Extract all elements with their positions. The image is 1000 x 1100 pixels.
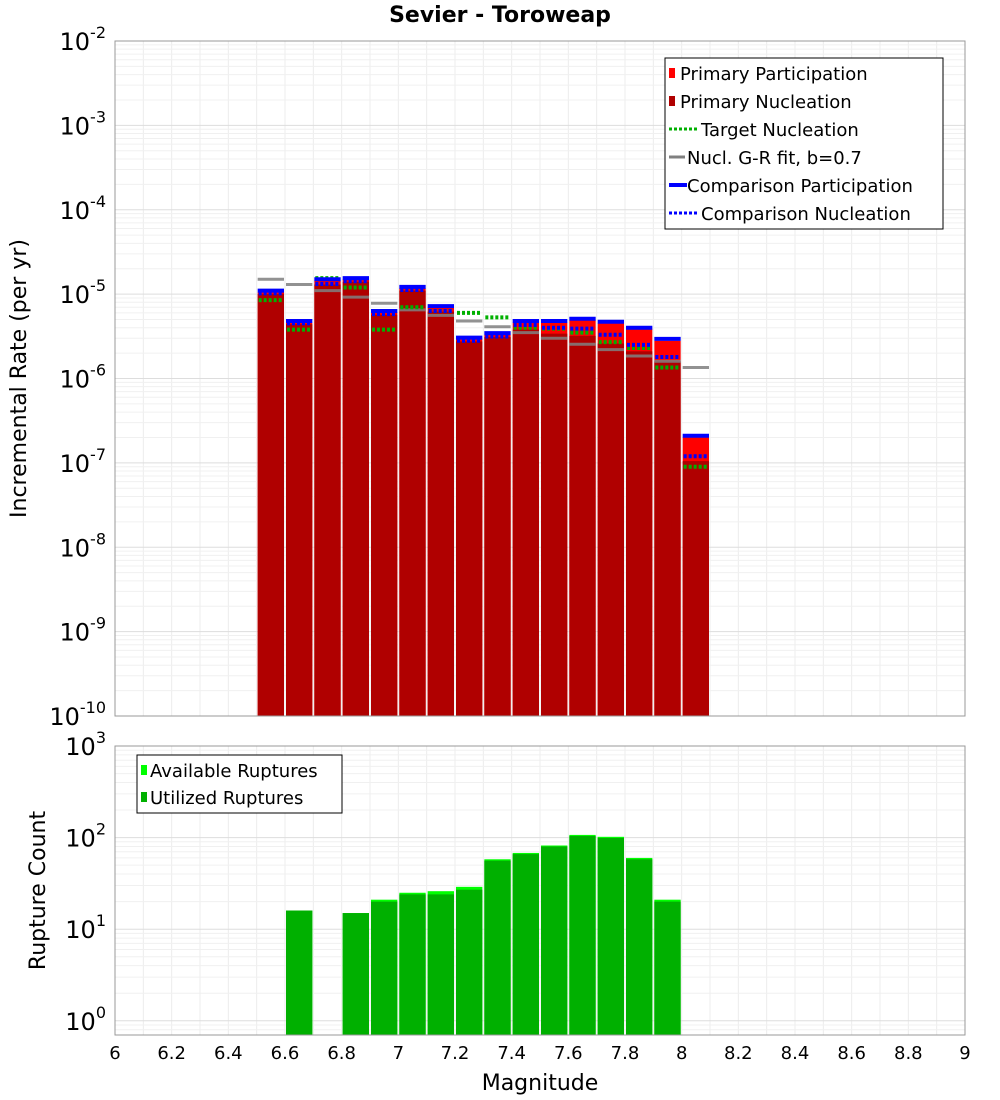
- legend-entry: Utilized Ruptures: [141, 788, 303, 809]
- y-tick-label: 10-8: [60, 529, 107, 562]
- x-tick-label: 8: [676, 1043, 687, 1064]
- x-tick-label: 6.2: [157, 1043, 186, 1064]
- legend-label: Primary Participation: [680, 64, 868, 85]
- bar-primary-nucleation: [257, 294, 284, 716]
- legend-label: Nucl. G-R fit, b=0.7: [687, 148, 862, 169]
- bar-primary-nucleation: [654, 361, 681, 716]
- y-tick-label: 102: [65, 820, 106, 853]
- bottom-y-axis-label: Rupture Count: [26, 811, 51, 971]
- bar-utilized-ruptures: [427, 894, 454, 1035]
- x-tick-label: 7: [393, 1043, 404, 1064]
- bar-utilized-ruptures: [541, 846, 568, 1035]
- x-tick-label: 6: [109, 1043, 120, 1064]
- x-tick-label: 8.2: [724, 1043, 753, 1064]
- x-tick-label: 8.8: [894, 1043, 923, 1064]
- bottom-legend: Available Ruptures Utilized Ruptures: [136, 754, 343, 814]
- top-y-tick-labels: 10-10 10-9 10-8 10-7 10-6 10-5 10-4 10-3 10-2: [49, 23, 106, 731]
- bar-utilized-ruptures: [484, 860, 511, 1035]
- bar-primary-nucleation: [427, 311, 454, 716]
- bar-utilized-ruptures: [512, 854, 539, 1035]
- bar-primary-nucleation: [626, 351, 653, 716]
- legend-entry: Comparison Participation: [669, 176, 913, 197]
- bottom-y-tick-labels: 100 101 102 103: [65, 728, 106, 1036]
- top-plot-frame: [114, 40, 966, 717]
- y-tick-label: 100: [65, 1003, 106, 1036]
- legend-label: Comparison Participation: [687, 176, 913, 197]
- bar-utilized-ruptures: [342, 913, 369, 1035]
- x-axis-label: Magnitude: [482, 1071, 599, 1096]
- x-tick-label: 9: [959, 1043, 970, 1064]
- bar-primary-nucleation: [484, 337, 511, 716]
- bar-primary-nucleation: [569, 335, 596, 716]
- legend-swatch: [669, 68, 675, 78]
- top-legend: Primary Participation Primary Nucleation T…: [664, 57, 944, 230]
- y-tick-label: 10-6: [60, 361, 107, 394]
- y-tick-label: 10-2: [60, 23, 107, 56]
- legend-entry: Target Nucleation: [669, 120, 859, 141]
- bar-utilized-ruptures: [371, 901, 398, 1035]
- x-tick-label: 6.6: [271, 1043, 300, 1064]
- legend-label: Primary Nucleation: [680, 92, 852, 113]
- bar-primary-nucleation: [314, 284, 341, 716]
- y-tick-label: 10-7: [60, 445, 107, 478]
- bar-primary-nucleation: [682, 461, 709, 716]
- legend-swatch: [141, 765, 147, 775]
- x-tick-label: 8.4: [781, 1043, 810, 1064]
- bar-utilized-ruptures: [569, 836, 596, 1035]
- legend-entry: Available Ruptures: [141, 761, 318, 782]
- y-tick-label: 103: [65, 728, 106, 761]
- bar-utilized-ruptures: [654, 901, 681, 1035]
- legend-label: Available Ruptures: [150, 761, 318, 782]
- bar-utilized-ruptures: [597, 838, 624, 1035]
- legend-swatch: [669, 96, 675, 106]
- bar-primary-nucleation: [512, 329, 539, 716]
- x-tick-label: 7.4: [497, 1043, 526, 1064]
- top-y-axis-label: Incremental Rate (per yr): [7, 239, 32, 518]
- legend-label: Target Nucleation: [700, 120, 859, 141]
- bar-primary-nucleation: [456, 341, 483, 716]
- bar-primary-nucleation: [541, 333, 568, 716]
- legend-label: Utilized Ruptures: [150, 788, 303, 809]
- x-tick-label: 8.6: [837, 1043, 866, 1064]
- top-plot-lines: [257, 276, 709, 469]
- legend-label: Comparison Nucleation: [701, 204, 911, 225]
- bar-utilized-ruptures: [456, 889, 483, 1035]
- chart-title: Sevier - Toroweap: [389, 3, 611, 28]
- bottom-plot-frame: [114, 745, 966, 1036]
- x-tick-label: 6.8: [327, 1043, 356, 1064]
- top-plot-bars: [257, 279, 709, 716]
- x-tick-label: 7.8: [611, 1043, 640, 1064]
- bar-utilized-ruptures: [286, 910, 313, 1035]
- x-tick-label: 7.6: [554, 1043, 583, 1064]
- x-tick-labels: 6 6.2 6.4 6.6 6.8 7 7.2 7.4 7.6 7.8 8 8.2 8.4 8.6 8.8 9: [109, 1043, 970, 1064]
- legend-box: [136, 754, 343, 814]
- legend-swatch: [141, 792, 147, 802]
- bar-utilized-ruptures: [626, 859, 653, 1035]
- y-tick-label: 10-4: [60, 192, 107, 225]
- legend-box: [664, 57, 944, 230]
- bar-primary-nucleation: [342, 281, 369, 716]
- legend-entry: Primary Participation: [669, 64, 868, 85]
- bar-utilized-ruptures: [399, 894, 426, 1035]
- y-tick-label: 10-3: [60, 107, 107, 140]
- bottom-plot-grid: [114, 745, 966, 1036]
- x-tick-label: 6.4: [214, 1043, 243, 1064]
- x-tick-label: 7.2: [441, 1043, 470, 1064]
- bottom-plot-bars: [286, 834, 681, 1035]
- y-tick-label: 101: [65, 911, 106, 944]
- y-tick-label: 10-9: [60, 614, 107, 647]
- legend-entry: Primary Nucleation: [669, 92, 852, 113]
- bar-primary-nucleation: [286, 324, 313, 716]
- bar-primary-nucleation: [597, 343, 624, 716]
- legend-entry: Comparison Nucleation: [669, 204, 911, 225]
- y-tick-label: 10-10: [49, 698, 106, 731]
- legend-entry: Nucl. G-R fit, b=0.7: [669, 148, 862, 169]
- y-tick-label: 10-5: [60, 276, 107, 309]
- bar-primary-nucleation: [371, 314, 398, 716]
- bar-primary-nucleation: [399, 290, 426, 716]
